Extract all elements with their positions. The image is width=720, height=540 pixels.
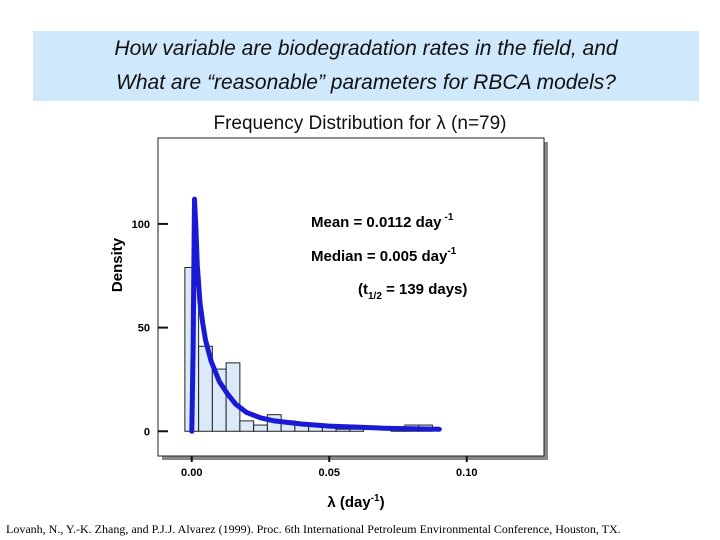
citation: Lovanh, N., Y.-K. Zhang, and P.J.J. Alva… <box>6 522 621 536</box>
y-tick-label: 100 <box>132 219 150 231</box>
y-tick-label: 50 <box>138 323 150 335</box>
half-life-annotation: (t1/2 = 139 days) <box>358 281 467 302</box>
histogram-bar <box>239 420 255 432</box>
banner-line-1: How variable are biodegradation rates in… <box>114 37 618 60</box>
mean-annotation: Mean = 0.0112 day -1 <box>311 212 454 231</box>
title-banner: How variable are biodegradation rates in… <box>33 31 699 101</box>
y-axis-label: Density <box>109 237 126 292</box>
histogram-bar <box>335 428 351 432</box>
histogram-bar <box>253 424 268 432</box>
median-annotation: Median = 0.005 day-1 <box>311 246 457 265</box>
banner-line-2: What are “reasonable” parameters for RBC… <box>116 71 616 94</box>
x-tick-label: 0.00 <box>181 467 202 479</box>
x-tick-label: 0.05 <box>319 467 340 479</box>
x-axis-label: λ (day-1) <box>327 493 384 511</box>
axes-layer: 0 50 100 0.00 0.05 0.10 <box>132 219 478 479</box>
x-tick-label: 0.10 <box>456 467 477 479</box>
y-tick-label: 0 <box>144 426 150 438</box>
chart-title: Frequency Distribution for λ (n=79) <box>213 113 507 134</box>
fit-curve <box>189 196 442 434</box>
